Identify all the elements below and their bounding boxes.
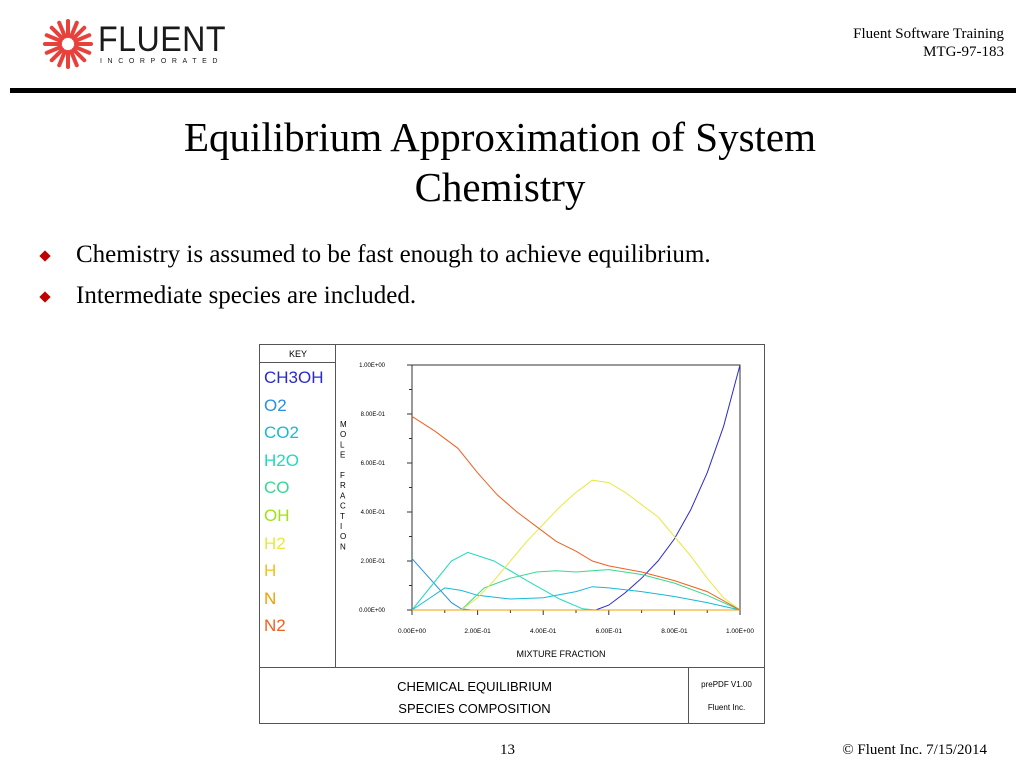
legend-title: KEY <box>260 345 336 363</box>
series-line-o2 <box>411 558 740 611</box>
y-tick-label: 6.00E-01 <box>361 461 386 467</box>
slide-title: Equilibrium Approximation of System Chem… <box>0 112 1000 212</box>
legend-entry-h: H <box>264 561 277 581</box>
x-tick-label: 8.00E-01 <box>661 628 688 635</box>
legend-entry-o2: O2 <box>264 395 287 415</box>
species-chart-figure: KEY CH3OH O2 CO2 H2O CO OH H2 H N N2 0.00E+00 2.00… <box>259 344 765 724</box>
legend-entry-oh: OH <box>264 506 290 525</box>
caption-line-1: CHEMICAL EQUILIBRIUM <box>397 679 552 694</box>
series-line-n2 <box>411 415 741 611</box>
series-line-co2 <box>411 586 741 611</box>
caption-title: CHEMICAL EQUILIBRIUM SPECIES COMPOSITION <box>260 668 689 724</box>
logo-subtitle: INCORPORATED <box>100 58 224 65</box>
page-number: 13 <box>500 742 515 758</box>
line-chart: 0.00E+00 2.00E-01 4.00E-01 6.00E-01 8.00E-01… <box>340 363 754 659</box>
logo-wordmark: FLUENT <box>98 20 226 59</box>
version-label: prePDF V1.00 <box>701 680 752 689</box>
header-info: Fluent Software Training MTG-97-183 <box>853 25 1004 61</box>
legend-entry-co2: CO2 <box>264 423 299 443</box>
title-line-1: Equilibrium Approximation of System <box>183 114 817 160</box>
y-tick-label: 0.00E+00 <box>359 608 386 614</box>
legend-entry-h2o: H2O <box>264 450 299 470</box>
series-line-ch3oh <box>412 364 741 611</box>
legend-entry-co: CO <box>264 478 290 498</box>
y-tick-label: 1.00E+00 <box>359 363 386 369</box>
series-line-co <box>412 569 741 611</box>
bullet-item: Chemistry is assumed to be fast enough t… <box>38 240 711 281</box>
x-tick-label: 0.00E+00 <box>398 628 426 635</box>
copyright: © Fluent Inc. 7/15/2014 <box>842 742 987 758</box>
bullet-text: Intermediate species are included. <box>76 282 417 309</box>
legend-entry-n2: N2 <box>264 616 286 636</box>
x-tick-label: 1.00E+00 <box>726 628 754 635</box>
y-tick-label: 4.00E-01 <box>361 510 386 516</box>
y-tick-label: 8.00E-01 <box>361 412 386 418</box>
header-line-1: Fluent Software Training <box>853 26 1004 42</box>
x-axis-label: MIXTURE FRACTION <box>517 649 606 659</box>
x-tick-label: 6.00E-01 <box>596 628 623 635</box>
series-line-h2 <box>412 479 741 611</box>
bullet-text: Chemistry is assumed to be fast enough t… <box>76 241 711 268</box>
company-label: Fluent Inc. <box>707 703 746 712</box>
x-tick-label: 4.00E-01 <box>530 628 557 635</box>
legend-entry-h2: H2 <box>264 533 286 553</box>
bullet-list: Chemistry is assumed to be fast enough t… <box>38 240 711 322</box>
header-line-2: MTG-97-183 <box>923 44 1004 60</box>
header-divider <box>10 88 1016 93</box>
caption-meta: prePDF V1.00 Fluent Inc. <box>689 668 764 724</box>
title-line-2: Chemistry <box>414 164 586 210</box>
legend-panel: KEY CH3OH O2 CO2 H2O CO OH H2 H N N2 <box>260 345 336 667</box>
legend-entry-n: N <box>264 588 277 608</box>
bullet-item: Intermediate species are included. <box>38 281 711 322</box>
figure-caption: CHEMICAL EQUILIBRIUM SPECIES COMPOSITION… <box>260 667 764 724</box>
y-tick-label: 2.00E-01 <box>361 559 386 565</box>
diamond-bullet-icon <box>39 291 51 303</box>
diamond-bullet-icon <box>39 250 51 262</box>
caption-line-2: SPECIES COMPOSITION <box>398 701 551 716</box>
legend-entry-ch3oh: CH3OH <box>264 368 324 387</box>
starburst-icon <box>43 19 93 69</box>
plot-frame <box>411 364 741 611</box>
x-tick-label: 2.00E-01 <box>464 628 491 635</box>
series-line-h2o <box>411 551 740 611</box>
fluent-logo: FLUENT INCORPORATED <box>42 19 242 70</box>
